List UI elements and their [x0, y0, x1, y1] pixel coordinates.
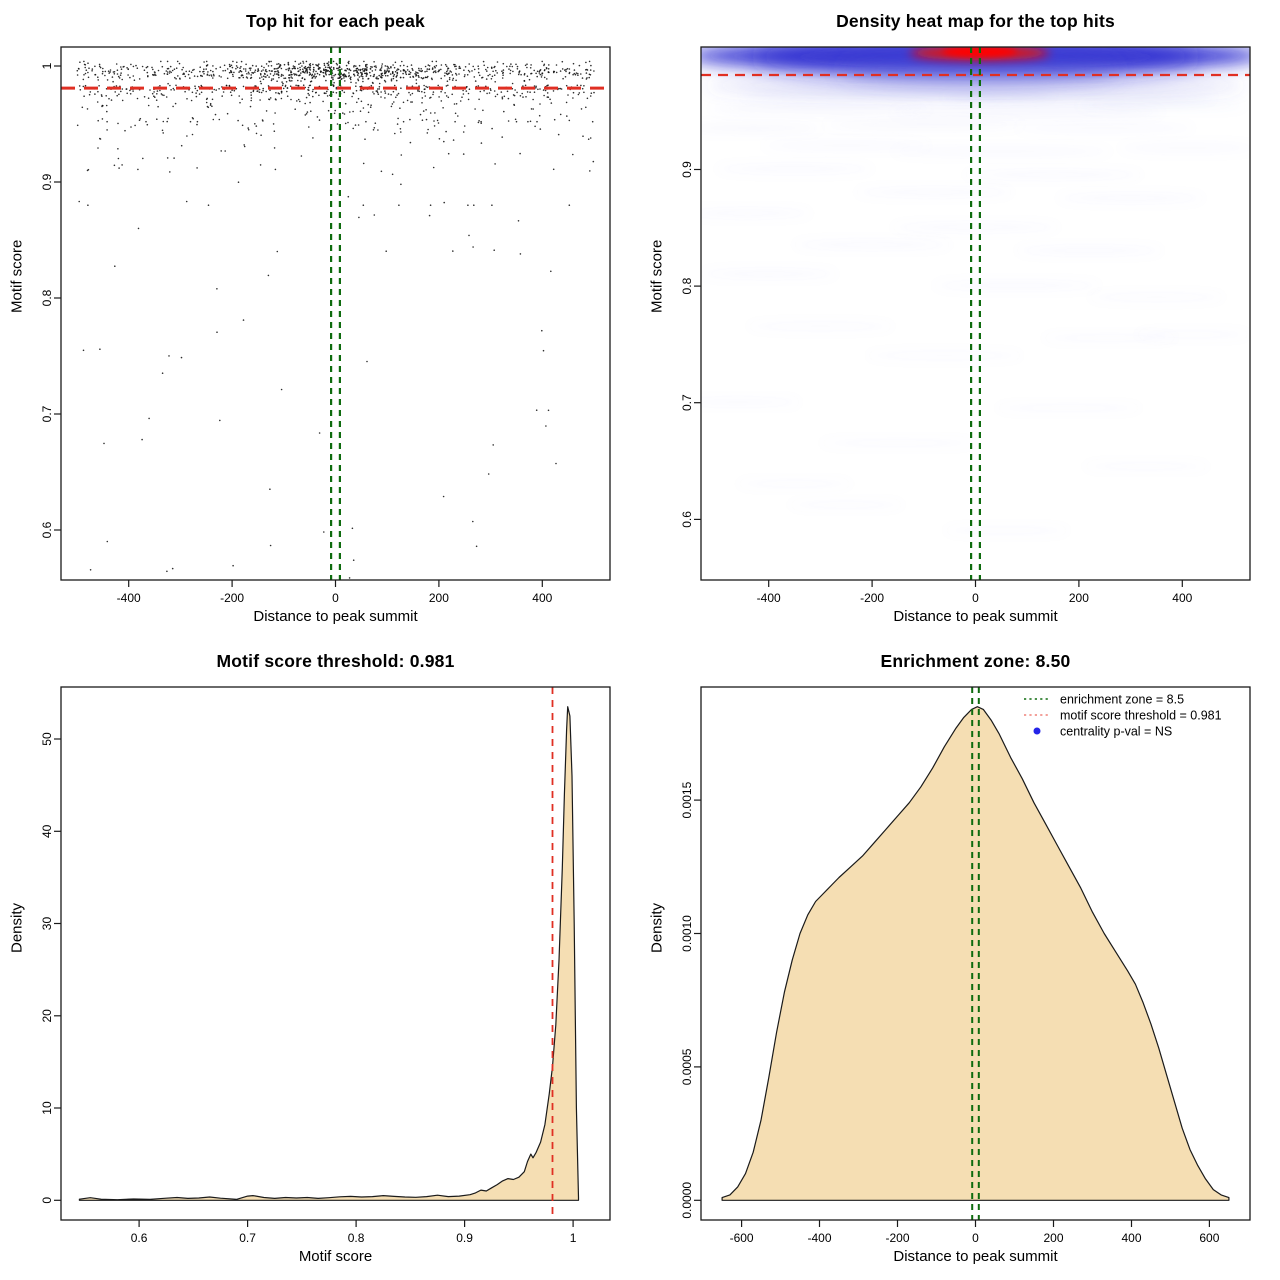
score-density-panel-title: Motif score threshold: 0.981 [216, 651, 455, 671]
distance-density-panel-title: Enrichment zone: 8.50 [880, 651, 1071, 671]
svg-text:motif score threshold = 0.981: motif score threshold = 0.981 [1060, 709, 1222, 723]
svg-text:-400: -400 [757, 591, 781, 605]
svg-text:-200: -200 [860, 591, 884, 605]
heatmap-plot-canvas: -400 -200 0 200 400 0.6 0.7 0.8 0.9 [680, 46, 1251, 605]
svg-text:-400: -400 [807, 1231, 831, 1245]
svg-text:0.6: 0.6 [680, 511, 694, 528]
svg-text:20: 20 [40, 1009, 54, 1023]
svg-text:0: 0 [972, 591, 979, 605]
svg-text:1: 1 [40, 62, 54, 69]
svg-text:0.0015: 0.0015 [680, 781, 694, 818]
svg-text:0.9: 0.9 [40, 173, 54, 190]
heatmap-x-axis-label: Distance to peak summit [893, 608, 1058, 625]
svg-text:0.8: 0.8 [680, 277, 694, 294]
svg-text:0.6: 0.6 [40, 521, 54, 538]
svg-text:0.7: 0.7 [40, 405, 54, 422]
svg-text:-200: -200 [885, 1231, 909, 1245]
svg-text:0.7: 0.7 [680, 394, 694, 411]
distance-density-x-axis-label: Distance to peak summit [893, 1248, 1058, 1265]
svg-text:10: 10 [40, 1101, 54, 1115]
svg-text:1: 1 [570, 1231, 577, 1245]
scatter-x-axis-label: Distance to peak summit [253, 608, 418, 625]
svg-text:-600: -600 [730, 1231, 754, 1245]
svg-text:200: 200 [1069, 591, 1089, 605]
svg-text:centrality p-val = NS: centrality p-val = NS [1060, 725, 1172, 739]
svg-text:0.8: 0.8 [40, 289, 54, 306]
svg-text:0: 0 [972, 1231, 979, 1245]
svg-text:600: 600 [1199, 1231, 1219, 1245]
scatter-panel: Top hit for each peak -400 -200 0 200 400 0.6… [0, 0, 640, 640]
svg-text:50: 50 [40, 732, 54, 746]
scatter-plot-canvas: -400 -200 0 200 400 0.6 0.7 0.8 0.9 1 [40, 46, 611, 605]
heatmap-panel-title: Density heat map for the top hits [836, 11, 1115, 31]
svg-text:0.0010: 0.0010 [680, 915, 694, 952]
svg-text:0.9: 0.9 [680, 161, 694, 178]
distance-density-plot-canvas: enrichment zone = 8.5 motif score thresho… [680, 686, 1251, 1245]
svg-text:0.7: 0.7 [239, 1231, 256, 1245]
svg-text:200: 200 [429, 591, 449, 605]
svg-text:400: 400 [532, 591, 552, 605]
svg-text:enrichment zone = 8.5: enrichment zone = 8.5 [1060, 693, 1184, 707]
score-density-panel: Motif score threshold: 0.981 0.6 0.7 0.8 0.… [0, 640, 640, 1280]
svg-text:400: 400 [1172, 591, 1192, 605]
svg-text:0.6: 0.6 [131, 1231, 148, 1245]
svg-text:0: 0 [332, 591, 339, 605]
svg-text:0: 0 [40, 1197, 54, 1204]
svg-text:0.0000: 0.0000 [680, 1182, 694, 1219]
svg-text:40: 40 [40, 824, 54, 838]
svg-text:200: 200 [1043, 1231, 1063, 1245]
svg-text:0.0005: 0.0005 [680, 1048, 694, 1085]
scatter-panel-title: Top hit for each peak [246, 11, 425, 31]
svg-text:0.9: 0.9 [456, 1231, 473, 1245]
score-density-x-axis-label: Motif score [298, 1248, 373, 1265]
heatmap-panel: Density heat map for the top hits -400 -2… [640, 0, 1280, 640]
svg-text:-200: -200 [220, 591, 244, 605]
svg-text:-400: -400 [117, 591, 141, 605]
distance-density-panel: Enrichment zone: 8.50 enrichment zone = … [640, 640, 1280, 1280]
svg-text:0.8: 0.8 [348, 1231, 365, 1245]
svg-text:400: 400 [1121, 1231, 1141, 1245]
svg-text:30: 30 [40, 917, 54, 931]
